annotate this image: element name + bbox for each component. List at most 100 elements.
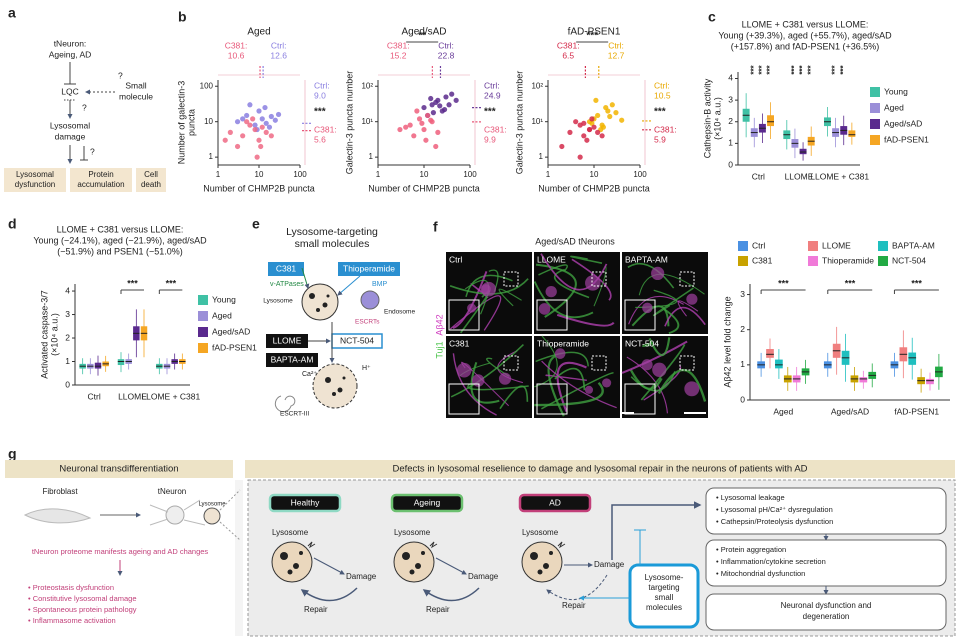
label: Ageing <box>414 497 441 507</box>
y-tick-label: 10 <box>204 117 213 126</box>
neurite <box>535 351 589 367</box>
scatter-point <box>259 116 265 122</box>
legend-swatch <box>870 103 880 113</box>
box <box>117 359 125 366</box>
significance: *** <box>806 64 815 74</box>
scatter-point <box>272 117 278 123</box>
legend-label: Aged/sAD <box>212 326 250 336</box>
damage-bolt <box>307 541 316 549</box>
cell-body <box>498 372 512 385</box>
scatter-point <box>240 133 246 139</box>
shape <box>342 376 346 380</box>
shape <box>543 563 549 569</box>
scatter-point <box>559 143 565 150</box>
label: accumulation <box>77 180 124 189</box>
label: AD <box>549 497 561 507</box>
y-tick-label: 4 <box>728 73 733 83</box>
scatter-point <box>591 124 597 130</box>
label: tNeuron: <box>54 38 87 48</box>
shape <box>280 552 288 560</box>
x-tick-label: 100 <box>633 170 647 179</box>
inset-region <box>679 355 695 371</box>
scatter-point <box>247 122 253 128</box>
cell-body <box>585 275 601 291</box>
y-tick-label: 2 <box>740 324 745 334</box>
legend-label: Aged <box>212 310 232 320</box>
neurite <box>571 258 612 301</box>
state-badge <box>390 493 464 513</box>
label: ? <box>82 102 87 112</box>
legend-swatch <box>878 256 888 266</box>
x-tick-label: 10 <box>255 170 264 179</box>
annotation-value: 9.9 <box>484 134 496 144</box>
label: LQC <box>61 86 78 96</box>
scatter-point <box>428 95 434 102</box>
cell-body <box>686 293 698 305</box>
label: small <box>655 593 674 602</box>
shape <box>293 563 299 569</box>
box <box>799 148 807 155</box>
legend-swatch <box>738 256 748 266</box>
x-axis-label: Number of CHMP2B puncta <box>538 183 650 193</box>
shape <box>530 552 538 560</box>
legend-label: Aged <box>884 102 904 112</box>
scatter-point <box>411 133 417 139</box>
scatter-point <box>589 116 595 122</box>
chart-title: LLOME + C381 versus LLOME: <box>742 19 869 29</box>
legend-label: Ctrl <box>752 240 765 250</box>
scatter-point <box>567 129 573 135</box>
connector <box>611 501 702 560</box>
y-axis-label: Activated caspase-3/7 <box>39 290 49 379</box>
annotation-value: 5.6 <box>314 134 326 144</box>
y-tick-label: 1 <box>209 152 214 161</box>
legend-swatch <box>198 295 208 305</box>
x-tick-label: 1 <box>546 170 551 179</box>
y-tick-label: 4 <box>65 285 70 295</box>
significance: *** <box>484 107 496 118</box>
neurite <box>556 313 615 327</box>
scatter-point <box>435 129 441 135</box>
label: targeting <box>648 583 679 592</box>
label: Protein <box>88 170 113 179</box>
annotation-value: 10.5 <box>654 90 671 100</box>
neurite <box>556 361 587 413</box>
box <box>926 378 934 385</box>
y-axis-label: Galectin-3 puncta number <box>344 71 354 175</box>
shape <box>393 541 435 583</box>
scatter-point <box>247 102 253 108</box>
significance: *** <box>654 107 666 118</box>
cell-body <box>652 362 667 377</box>
box <box>908 352 917 365</box>
label: Lysosome- <box>645 573 684 582</box>
scatter-point <box>262 104 268 111</box>
panel-title: Aged/sAD tNeurons <box>535 236 615 246</box>
panel-title: Lysosome-targeting <box>286 226 378 238</box>
shape <box>537 569 543 575</box>
label: ? <box>90 146 95 156</box>
annotation-label: Ctrl: <box>654 80 670 90</box>
neurite <box>640 344 686 401</box>
x-tick-label: 10 <box>590 170 599 179</box>
scatter-point <box>254 154 260 160</box>
label: • Mitochondrial dysfunction <box>716 569 805 578</box>
annotation-label: Ctrl: <box>484 80 500 90</box>
inset <box>536 383 568 415</box>
legend-label: Aged/sAD <box>884 118 922 128</box>
label: Repair <box>426 605 450 614</box>
neurite <box>498 288 522 307</box>
x-tick-label: Ctrl <box>88 391 101 401</box>
significance: *** <box>586 31 598 42</box>
label: tNeuron <box>158 487 186 496</box>
neurite <box>648 337 671 357</box>
legend-label: Young <box>884 86 908 96</box>
x-tick-label: 100 <box>293 170 307 179</box>
shape <box>312 363 358 409</box>
label: Repair <box>562 601 586 610</box>
stain-label: Tuj1 <box>434 341 444 358</box>
chart-title: (−51.9%) and PSEN1 (−51.0%) <box>57 246 183 256</box>
significance: *** <box>839 64 848 74</box>
scatter-point <box>414 108 420 114</box>
scatter-point <box>600 124 606 130</box>
neurite <box>149 499 206 526</box>
scatter-point <box>250 116 256 122</box>
